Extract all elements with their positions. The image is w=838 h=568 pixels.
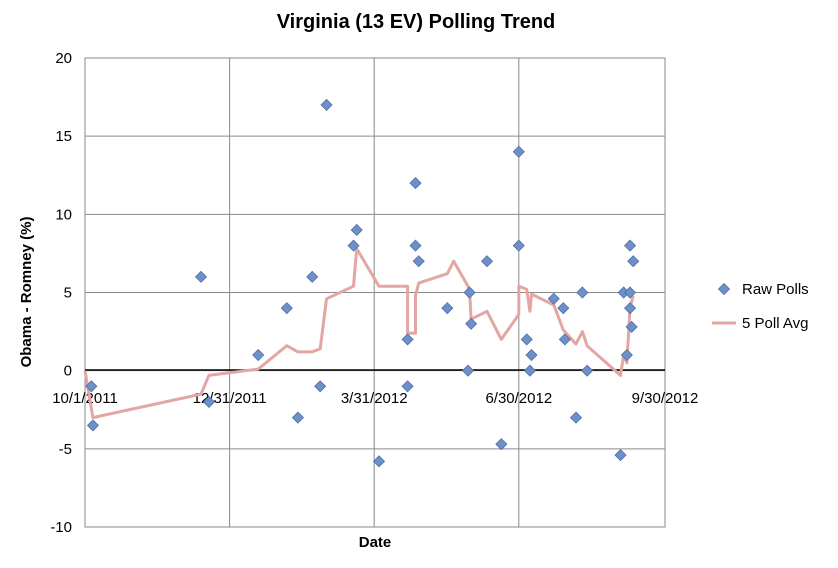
data-point	[314, 380, 327, 393]
data-point	[523, 364, 536, 377]
data-point	[623, 239, 637, 252]
legend-diamond-marker	[717, 282, 731, 296]
y-axis-title: Obama - Romney (%)	[18, 217, 35, 368]
data-point	[401, 333, 414, 346]
data-point	[465, 317, 478, 330]
raw-polls-series	[85, 98, 640, 468]
data-point	[525, 348, 538, 362]
legend-item-raw-polls: Raw Polls	[717, 281, 809, 298]
data-point	[614, 449, 627, 462]
data-point	[320, 98, 333, 111]
legend-item-5-poll-avg: 5 Poll Avg	[712, 315, 808, 332]
data-point	[623, 286, 637, 299]
data-point	[581, 364, 594, 377]
x-tick-label: 3/31/2012	[341, 390, 408, 407]
chart-title: Virginia (13 EV) Polling Trend	[277, 11, 556, 33]
data-point	[623, 302, 637, 315]
data-point	[558, 333, 571, 346]
data-point	[480, 255, 494, 268]
y-tick-label: 5	[64, 285, 72, 302]
y-axis-tick-labels: -10 -5 0 5 10 15 20	[50, 50, 72, 536]
avg-line-series	[83, 247, 635, 420]
legend-label-5-poll-avg: 5 Poll Avg	[742, 315, 808, 332]
data-point	[557, 302, 570, 315]
x-axis-title: Date	[359, 534, 392, 551]
data-point	[85, 380, 98, 393]
data-point	[350, 223, 363, 237]
data-point	[512, 239, 525, 252]
data-point	[441, 302, 454, 315]
data-point	[627, 255, 640, 268]
data-point	[409, 239, 422, 252]
data-point	[372, 455, 386, 468]
data-point	[401, 380, 414, 393]
x-tick-label: 10/1/2011	[52, 390, 118, 407]
legend: Raw Polls 5 Poll Avg	[712, 281, 809, 332]
avg-line	[83, 247, 635, 420]
data-point	[86, 419, 100, 432]
y-tick-label: 15	[55, 128, 72, 145]
data-point	[347, 239, 360, 252]
y-tick-label: -10	[50, 519, 72, 536]
data-point	[625, 320, 638, 333]
y-tick-label: 10	[55, 206, 72, 223]
y-tick-label: 0	[64, 363, 72, 380]
legend-label-raw-polls: Raw Polls	[742, 281, 809, 298]
data-point	[495, 438, 508, 451]
y-tick-label: 20	[55, 50, 72, 67]
data-point	[463, 286, 476, 299]
data-point	[620, 348, 633, 362]
data-point	[194, 270, 208, 283]
data-point	[252, 348, 265, 362]
plot-area-border	[84, 57, 666, 528]
data-point	[280, 302, 293, 315]
data-point	[291, 411, 304, 424]
x-axis-tick-labels: 10/1/2011 12/31/2011 3/31/2012 6/30/2012 9/3…	[52, 390, 698, 407]
data-point	[461, 364, 475, 377]
data-point	[576, 286, 589, 299]
data-point	[202, 395, 216, 408]
data-point	[512, 145, 525, 158]
data-point	[409, 177, 422, 190]
x-tick-label: 6/30/2012	[485, 390, 552, 407]
data-point	[412, 255, 425, 268]
data-point	[569, 411, 583, 424]
data-point	[306, 270, 319, 283]
x-tick-label: 9/30/2012	[632, 390, 699, 407]
y-tick-label: -5	[59, 441, 72, 458]
x-tick-label: 12/31/2011	[193, 390, 267, 407]
data-point	[520, 333, 533, 346]
data-point	[547, 292, 560, 305]
